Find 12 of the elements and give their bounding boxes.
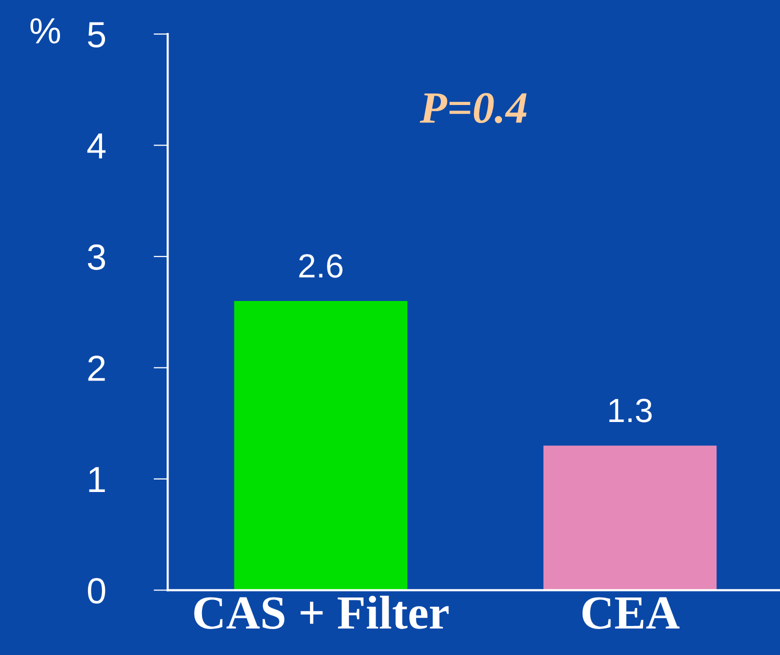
y-tick-label: 4 — [87, 134, 106, 158]
y-tick-label: 3 — [88, 244, 106, 270]
data-label: 1.3 — [609, 398, 652, 422]
y-tick-label: 5 — [88, 22, 106, 48]
annotation: P=0.4 — [420, 93, 527, 124]
y-tick-label: 1 — [89, 467, 105, 492]
x-tick-label: CEA — [582, 597, 680, 629]
y-axis-title: % — [30, 18, 60, 44]
y-tick-label: 0 — [88, 578, 106, 604]
x-tick-label: CAS + Filter — [194, 596, 449, 629]
data-label: 2.6 — [299, 254, 342, 278]
y-tick-label: 2 — [88, 356, 105, 381]
